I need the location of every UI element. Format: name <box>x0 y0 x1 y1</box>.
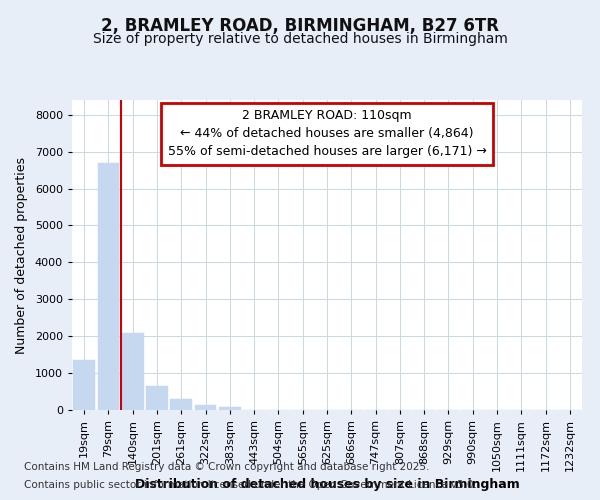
Text: Contains public sector information licensed under the Open Government Licence v3: Contains public sector information licen… <box>24 480 477 490</box>
Bar <box>122 332 143 410</box>
Bar <box>73 360 95 410</box>
Text: Contains HM Land Registry data © Crown copyright and database right 2025.: Contains HM Land Registry data © Crown c… <box>24 462 430 472</box>
Bar <box>146 386 168 410</box>
Text: 2, BRAMLEY ROAD, BIRMINGHAM, B27 6TR: 2, BRAMLEY ROAD, BIRMINGHAM, B27 6TR <box>101 18 499 36</box>
Bar <box>170 398 192 410</box>
X-axis label: Distribution of detached houses by size in Birmingham: Distribution of detached houses by size … <box>134 478 520 491</box>
Bar <box>97 162 119 410</box>
Text: 2 BRAMLEY ROAD: 110sqm
← 44% of detached houses are smaller (4,864)
55% of semi-: 2 BRAMLEY ROAD: 110sqm ← 44% of detached… <box>167 110 487 158</box>
Y-axis label: Number of detached properties: Number of detached properties <box>15 156 28 354</box>
Bar <box>194 405 217 410</box>
Text: Size of property relative to detached houses in Birmingham: Size of property relative to detached ho… <box>92 32 508 46</box>
Bar <box>219 407 241 410</box>
